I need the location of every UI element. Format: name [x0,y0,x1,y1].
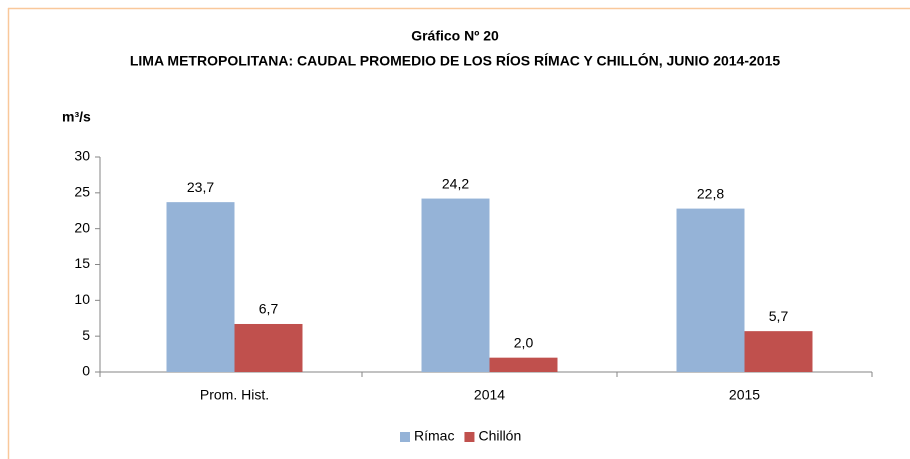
data-label: 2,0 [514,334,534,350]
bar [489,357,558,372]
chart-subtitle: LIMA METROPOLITANA: CAUDAL PROMEDIO DE L… [130,52,781,69]
y-tick-label: 30 [74,148,90,164]
x-tick-label: 2014 [474,387,505,403]
bar [421,198,490,372]
y-axis-label: m³/s [62,109,91,125]
bar [744,331,813,372]
data-label: 22,8 [697,185,724,201]
data-label: 24,2 [442,175,469,191]
bar [166,202,235,372]
x-tick-label: 2015 [729,387,760,403]
data-label: 5,7 [769,308,789,324]
data-label: 6,7 [259,301,279,317]
y-tick-label: 15 [74,255,90,271]
y-tick-label: 0 [82,363,90,379]
data-label: 23,7 [187,179,214,195]
legend-swatch [400,432,410,442]
legend-label: Rímac [414,428,454,444]
bar [234,323,303,372]
y-tick-label: 20 [74,219,90,235]
legend-swatch [464,432,475,442]
bar [676,208,745,372]
chart-title: Gráfico Nº 20 [411,28,499,44]
y-tick-label: 5 [82,327,90,343]
y-tick-label: 10 [74,291,90,307]
y-tick-label: 25 [74,184,90,200]
legend-label: Chillón [478,428,521,444]
x-tick-label: Prom. Hist. [200,387,269,403]
